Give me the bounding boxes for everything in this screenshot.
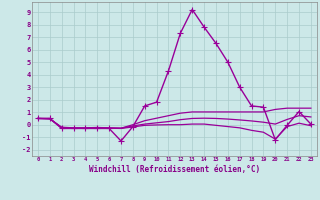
X-axis label: Windchill (Refroidissement éolien,°C): Windchill (Refroidissement éolien,°C) [89,165,260,174]
